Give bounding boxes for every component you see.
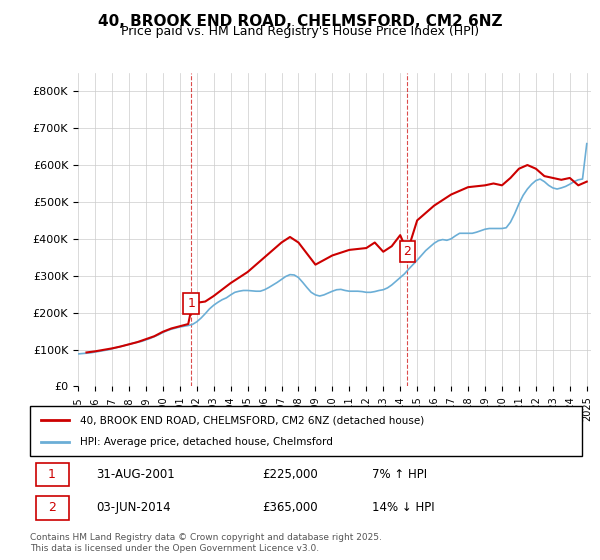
- Text: 2: 2: [48, 501, 56, 515]
- FancyBboxPatch shape: [35, 496, 68, 520]
- Text: 31-AUG-2001: 31-AUG-2001: [96, 468, 175, 481]
- FancyBboxPatch shape: [30, 406, 582, 456]
- Text: 2: 2: [403, 245, 411, 258]
- Text: 1: 1: [187, 297, 195, 310]
- FancyBboxPatch shape: [35, 463, 68, 486]
- Text: £365,000: £365,000: [262, 501, 317, 515]
- Text: 14% ↓ HPI: 14% ↓ HPI: [372, 501, 435, 515]
- Text: 03-JUN-2014: 03-JUN-2014: [96, 501, 171, 515]
- Text: 7% ↑ HPI: 7% ↑ HPI: [372, 468, 427, 481]
- Text: 40, BROOK END ROAD, CHELMSFORD, CM2 6NZ: 40, BROOK END ROAD, CHELMSFORD, CM2 6NZ: [98, 14, 502, 29]
- Text: HPI: Average price, detached house, Chelmsford: HPI: Average price, detached house, Chel…: [80, 437, 332, 447]
- Text: 40, BROOK END ROAD, CHELMSFORD, CM2 6NZ (detached house): 40, BROOK END ROAD, CHELMSFORD, CM2 6NZ …: [80, 415, 424, 425]
- Text: 1: 1: [48, 468, 56, 481]
- Text: Price paid vs. HM Land Registry's House Price Index (HPI): Price paid vs. HM Land Registry's House …: [121, 25, 479, 38]
- Text: £225,000: £225,000: [262, 468, 317, 481]
- Text: Contains HM Land Registry data © Crown copyright and database right 2025.
This d: Contains HM Land Registry data © Crown c…: [30, 533, 382, 553]
